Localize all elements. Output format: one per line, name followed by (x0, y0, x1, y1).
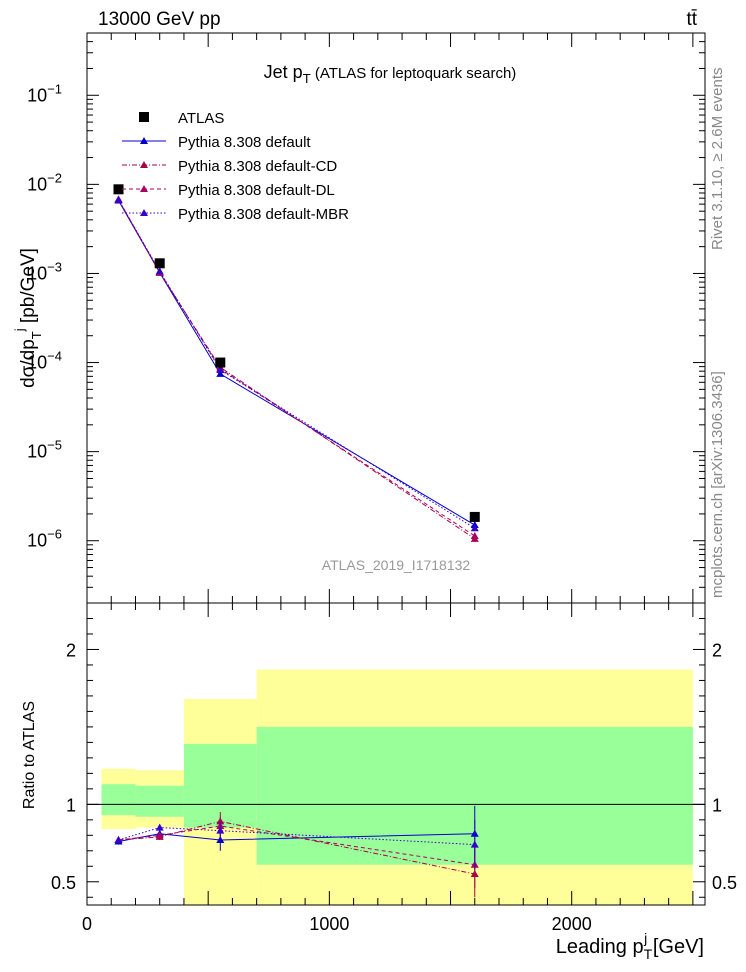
ratio-line-0 (118, 833, 475, 842)
ratio-point (470, 840, 479, 848)
legend-marker-data (139, 112, 149, 122)
ratio-tick-label-left: 0.5 (51, 873, 76, 893)
series-line-0 (118, 200, 476, 526)
ratio-point (114, 835, 123, 843)
chart-title: Jet pT (ATLAS for leptoquark search) (264, 62, 517, 86)
ratio-panel-content (87, 669, 705, 905)
main-panel-content (113, 184, 480, 542)
x-tick-label: 1000 (309, 914, 349, 934)
x-tick-label: 0 (82, 914, 92, 934)
y-tick-label: 10−6 (27, 527, 62, 551)
series-point (470, 524, 479, 532)
data-point (113, 184, 124, 195)
ratio-tick-label-right: 0.5 (712, 873, 737, 893)
data-point (215, 357, 226, 368)
band-inner-1 (135, 785, 184, 817)
y-tick-label: 10−2 (27, 170, 62, 194)
legend-marker-0 (140, 137, 148, 144)
analysis-id: ATLAS_2019_I1718132 (322, 557, 471, 573)
ratio-line-2 (118, 825, 475, 866)
ratio-point (155, 823, 164, 831)
ratio-tick-label-left: 2 (66, 640, 76, 660)
series-line-3 (118, 199, 476, 529)
ratio-point (155, 831, 164, 839)
rivet-label: Rivet 3.1.10, ≥ 2.6M events (709, 68, 726, 251)
series-point (470, 531, 479, 539)
series-line-2 (118, 199, 476, 537)
legend-marker-1 (140, 161, 148, 168)
ratio-tick-label-right: 2 (712, 640, 722, 660)
y-tick-label: 10−1 (27, 81, 62, 105)
legend: ATLAS Pythia 8.308 default Pythia 8.308 de… (122, 110, 349, 223)
data-point (154, 258, 165, 269)
legend-label-0: Pythia 8.308 default (178, 134, 311, 151)
ratio-panel-frame (86, 602, 706, 906)
y-axis-label: dσ/dpTj [pb/GeV] (12, 248, 44, 388)
x-tick-label: 2000 (552, 914, 592, 934)
ratio-tick-label-right: 1 (712, 795, 722, 815)
legend-label-1: Pythia 8.308 default-CD (178, 158, 337, 175)
axes: 10−6 10−5 10−4 10−3 10−2 10−1 0 1000 2000 0.5 0.5 1… (27, 32, 737, 934)
series-point (155, 267, 164, 275)
band-inner-0 (101, 784, 136, 816)
legend-marker-2 (140, 185, 148, 192)
legend-marker-3 (140, 209, 148, 216)
data-point (469, 511, 480, 522)
legend-label-2: Pythia 8.308 default-DL (178, 182, 335, 199)
y-tick-label: 10−5 (27, 438, 62, 462)
series-line-1 (118, 199, 476, 540)
y-tick-label: 10−3 (27, 259, 62, 283)
ratio-line-1 (118, 820, 475, 875)
energy-label: 13000 GeV pp (98, 9, 221, 30)
ratio-y-axis-label: Ratio to ATLAS (21, 701, 38, 809)
series-point (114, 195, 123, 203)
series-point (216, 365, 225, 373)
process-label: tt̄ (686, 9, 697, 30)
ratio-tick-label-left: 1 (66, 795, 76, 815)
ratio-point (216, 826, 225, 834)
mcplots-label: mcplots.cern.ch [arXiv:1306.3436] (709, 371, 726, 598)
y-tick-label: 10−4 (27, 349, 62, 373)
ratio-line-3 (118, 827, 475, 846)
legend-label-3: Pythia 8.308 default-MBR (178, 206, 349, 223)
x-axis-label: Leading pTj [GeV] (556, 930, 704, 962)
series-point (216, 369, 225, 377)
legend-label-data: ATLAS (178, 110, 224, 127)
